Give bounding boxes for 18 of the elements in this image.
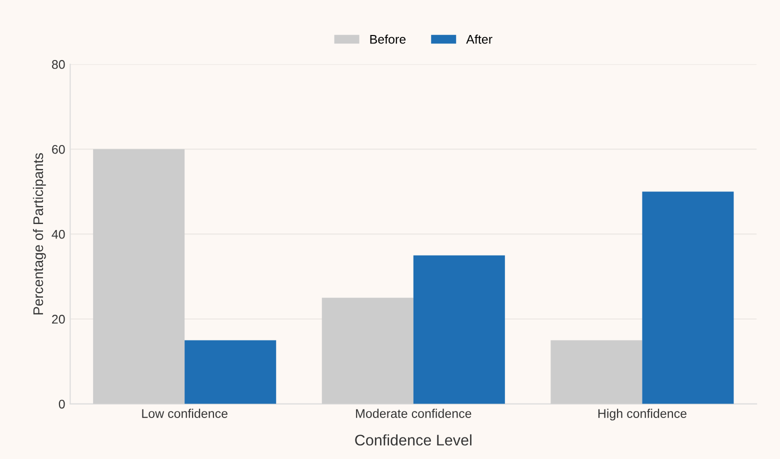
- y-axis-title: Percentage of Participants: [32, 153, 46, 314]
- y-tick-label: 20: [52, 314, 65, 324]
- y-tick-label: 60: [52, 144, 65, 154]
- x-tick-label: Low confidence: [142, 408, 228, 418]
- legend-label: After: [466, 34, 492, 44]
- y-tick-label: 40: [52, 230, 65, 239]
- x-axis-title: Confidence Level: [355, 434, 472, 446]
- bar: [413, 255, 505, 404]
- bar: [184, 340, 276, 404]
- bar: [322, 298, 414, 404]
- bar: [550, 340, 642, 404]
- bar: [93, 149, 185, 404]
- bar: [642, 192, 734, 404]
- y-tick-label: 80: [52, 60, 65, 69]
- y-tick-label: 0: [58, 400, 65, 409]
- x-tick-label: Moderate confidence: [356, 408, 472, 418]
- legend-label: Before: [370, 34, 406, 44]
- x-tick-label: High confidence: [598, 408, 686, 420]
